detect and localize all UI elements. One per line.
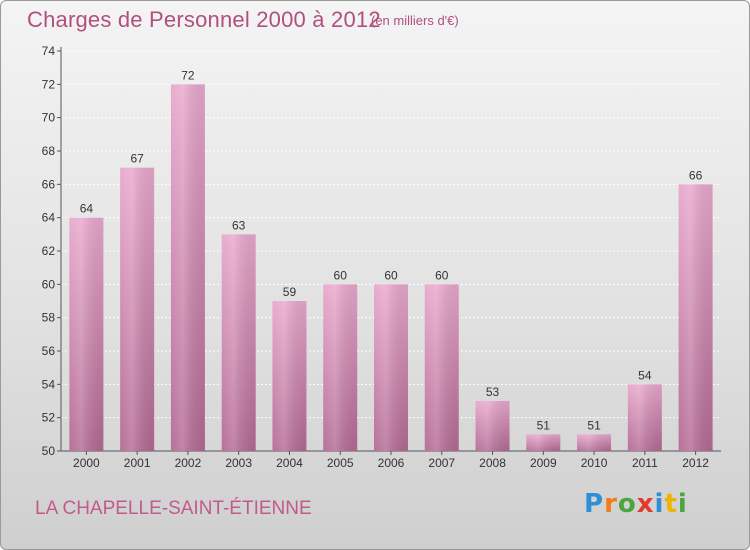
bar-shine: [272, 301, 307, 451]
x-tick-label: 2012: [682, 456, 709, 470]
y-tick-label: 74: [42, 44, 56, 58]
y-tick-label: 50: [42, 444, 56, 458]
x-tick-label: 2001: [124, 456, 151, 470]
bar-shine: [221, 234, 256, 451]
y-tick-label: 54: [42, 377, 56, 391]
y-tick-label: 52: [42, 411, 56, 425]
y-tick-label: 70: [42, 111, 56, 125]
data-label: 53: [486, 385, 500, 399]
y-tick-label: 66: [42, 177, 56, 191]
bar-shine: [323, 284, 358, 451]
data-label: 60: [384, 268, 398, 282]
x-tick-label: 2011: [632, 456, 658, 470]
proxiti-logo[interactable]: Proxiti: [584, 489, 688, 519]
bar-shine: [627, 384, 662, 451]
bar-shine: [374, 284, 408, 451]
x-tick-label: 2003: [225, 456, 252, 470]
data-label: 72: [181, 68, 195, 82]
x-tick-label: 2010: [581, 456, 608, 470]
logo-letter: x: [636, 489, 655, 519]
data-label: 63: [232, 218, 246, 232]
x-tick-label: 2004: [276, 456, 303, 470]
bar-shine: [69, 217, 104, 451]
logo-letter: P: [584, 489, 605, 519]
y-tick-label: 68: [42, 144, 56, 158]
logo-letter: r: [604, 489, 618, 519]
y-tick-label: 56: [42, 344, 56, 358]
x-tick-label: 2005: [327, 456, 354, 470]
data-label: 64: [80, 202, 94, 216]
y-tick-label: 72: [42, 77, 56, 91]
data-label: 51: [587, 418, 601, 432]
x-tick-label: 2007: [428, 456, 455, 470]
chart-subtitle: (en milliers d'€): [371, 13, 459, 28]
x-tick-label: 2000: [73, 456, 100, 470]
bar-shine: [577, 434, 612, 451]
data-label: 54: [638, 368, 652, 382]
bar-shine: [170, 84, 205, 451]
bar-shine: [424, 284, 459, 451]
y-tick-label: 62: [42, 244, 56, 258]
x-tick-label: 2002: [175, 456, 202, 470]
data-label: 59: [283, 285, 297, 299]
x-tick-label: 2008: [479, 456, 506, 470]
bar-shine: [475, 401, 510, 451]
commune-name: LA CHAPELLE-SAINT-ÉTIENNE: [35, 498, 312, 519]
bar-shine: [678, 184, 713, 452]
data-label: 51: [537, 418, 551, 432]
data-label: 60: [334, 268, 348, 282]
data-label: 66: [689, 168, 703, 182]
logo-letter: o: [617, 489, 637, 519]
bar-shine: [120, 167, 155, 451]
data-label: 67: [130, 152, 144, 166]
chart-title: Charges de Personnel 2000 à 2012: [27, 7, 381, 32]
bar-shine: [526, 434, 561, 451]
logo-letter: i: [654, 489, 665, 519]
x-tick-label: 2006: [378, 456, 405, 470]
logo-letter: t: [664, 489, 678, 519]
y-tick-label: 64: [42, 211, 56, 225]
y-tick-label: 58: [42, 311, 56, 325]
data-label: 60: [435, 268, 449, 282]
x-tick-label: 2009: [530, 456, 557, 470]
y-tick-label: 60: [42, 277, 56, 291]
logo-letter: i: [677, 489, 688, 519]
